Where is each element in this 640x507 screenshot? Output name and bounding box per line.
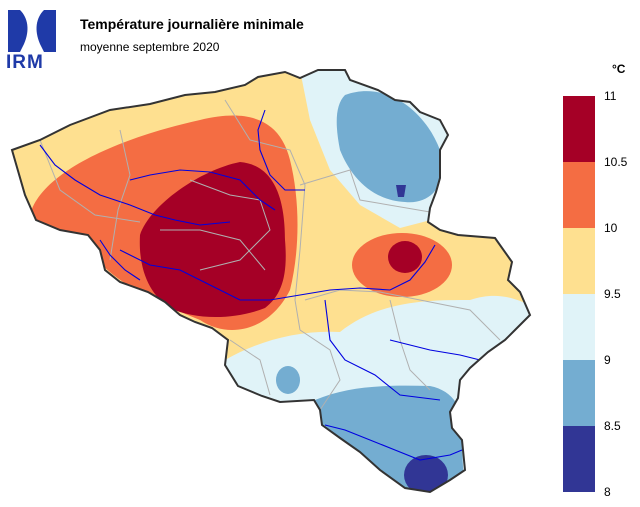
map-subtitle: moyenne septembre 2020 xyxy=(80,40,220,54)
legend-bar xyxy=(563,96,595,492)
legend-swatch-8-8-5 xyxy=(563,426,595,492)
legend-tick-8: 8 xyxy=(604,485,611,499)
map-title: Température journalière minimale xyxy=(80,16,304,32)
legend-tick-11: 11 xyxy=(604,89,617,103)
province-borders xyxy=(39,99,501,411)
legend-swatch-9-5-10 xyxy=(563,228,595,294)
logo-text: IRM xyxy=(6,52,44,73)
temperature-zones xyxy=(12,70,530,492)
legend-unit: °C xyxy=(612,62,626,76)
legend-swatch-9-9-5 xyxy=(563,294,595,360)
legend-tick-8-5: 8.5 xyxy=(604,419,621,433)
legend-tick-10: 10 xyxy=(604,221,618,235)
rivers xyxy=(39,109,481,461)
irm-logo-icon xyxy=(8,10,56,52)
legend-tick-9-5: 9.5 xyxy=(604,287,621,301)
legend-tick-10-5: 10.5 xyxy=(604,155,628,169)
legend-tick-9: 9 xyxy=(604,353,611,367)
legend-swatch-10-5-11 xyxy=(563,96,595,162)
legend-swatch-8-5-9 xyxy=(563,360,595,426)
legend-swatch-10-10-5 xyxy=(563,162,595,228)
